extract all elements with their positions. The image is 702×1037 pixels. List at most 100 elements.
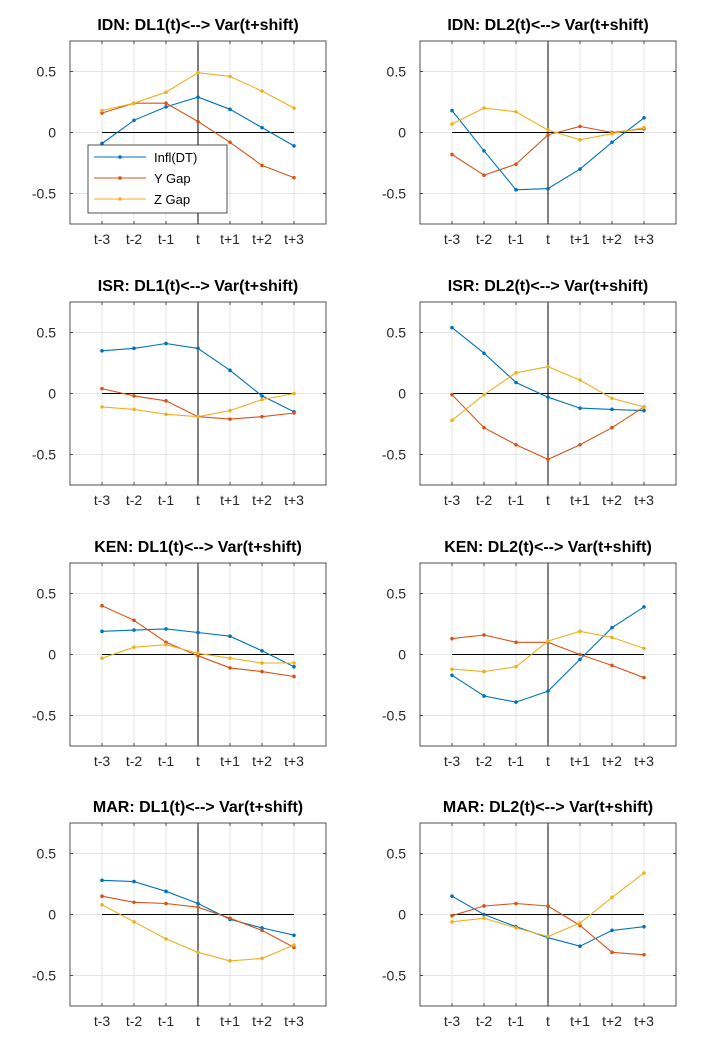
data-point-red: [228, 140, 232, 145]
data-point-yellow: [164, 937, 168, 941]
x-tick-label: t+1: [220, 231, 240, 247]
data-point-yellow: [228, 74, 232, 79]
legend-label: Infl(DT): [154, 150, 197, 165]
data-point-blue: [100, 878, 104, 883]
y-tick-label: 0.5: [37, 64, 57, 80]
y-tick-label: -0.5: [32, 708, 56, 724]
x-tick-label: t-3: [94, 753, 111, 769]
x-tick-label: t-1: [158, 231, 175, 247]
x-tick-label: t-3: [444, 492, 461, 508]
x-tick-label: t-1: [508, 492, 525, 508]
x-tick-label: t-1: [508, 1013, 525, 1029]
data-point-yellow: [260, 89, 264, 93]
data-point-yellow: [578, 378, 582, 382]
data-point-yellow: [100, 902, 104, 907]
data-point-red: [546, 904, 550, 908]
x-tick-label: t-2: [476, 492, 493, 508]
x-tick-label: t+3: [284, 1013, 304, 1029]
x-tick-label: t: [196, 231, 200, 247]
y-tick-label: -0.5: [32, 186, 56, 202]
chart-panel-5: t-3 t-2 t-1 t t+1 t+2 t+3 0.5 0 -0.5 KEN: DL1(t)<-…: [32, 539, 327, 769]
x-tick-label: t+2: [602, 231, 622, 247]
data-point-blue: [260, 649, 264, 653]
chart-panel-8: t-3 t-2 t-1 t t+1 t+2 t+3 0.5 0 -0.5 MAR: DL2(t)<-…: [382, 799, 677, 1029]
y-tick-label: 0: [48, 386, 56, 402]
data-point-blue: [578, 657, 582, 662]
data-point-yellow: [100, 405, 104, 409]
data-point-red: [482, 173, 486, 177]
data-point-red: [610, 425, 614, 430]
data-point-yellow: [514, 109, 518, 114]
data-point-blue: [228, 107, 232, 112]
data-point-blue: [292, 664, 296, 669]
data-point-yellow: [164, 90, 168, 95]
data-point-red: [482, 633, 486, 637]
data-point-blue: [164, 627, 168, 631]
y-tick-label: -0.5: [382, 447, 406, 463]
x-tick-label: t-2: [476, 753, 493, 769]
x-tick-label: t-3: [94, 231, 111, 247]
x-tick-label: t-3: [94, 492, 111, 508]
data-point-yellow: [260, 661, 264, 665]
y-tick-label: 0: [398, 647, 406, 663]
x-tick-label: t-1: [508, 753, 525, 769]
y-tick-label: 0: [398, 907, 406, 923]
data-point-yellow: [164, 412, 168, 417]
x-tick-label: t: [196, 492, 200, 508]
data-point-red: [132, 394, 136, 398]
x-tick-label: t+3: [634, 231, 654, 247]
chart-title: IDN: DL2(t)<--> Var(t+shift): [447, 17, 648, 34]
chart-panel-1: t-3 t-2 t-1 t t+1 t+2 t+3 0.5 0 -0.5 IDN: DL1(t)<-…: [32, 17, 327, 247]
data-point-yellow: [260, 397, 264, 402]
data-point-red: [100, 386, 104, 391]
data-point-blue: [578, 944, 582, 949]
y-tick-label: 0: [398, 386, 406, 402]
x-tick-label: t-3: [444, 753, 461, 769]
data-point-yellow: [196, 414, 200, 419]
data-point-blue: [164, 105, 168, 109]
data-point-yellow: [196, 950, 200, 955]
data-point-yellow: [482, 106, 486, 110]
data-point-red: [450, 913, 454, 918]
data-point-blue: [164, 341, 168, 346]
data-point-red: [482, 904, 486, 908]
data-point-red: [578, 442, 582, 447]
chart-panel-4: t-3 t-2 t-1 t t+1 t+2 t+3 0.5 0 -0.5 ISR: DL2(t)<-…: [382, 278, 677, 508]
data-point-blue: [610, 928, 614, 933]
x-tick-label: t+2: [252, 231, 272, 247]
data-point-yellow: [610, 396, 614, 401]
data-point-blue: [450, 325, 454, 330]
x-tick-label: t+1: [570, 492, 590, 508]
data-point-red: [514, 640, 518, 645]
data-point-yellow: [546, 128, 550, 132]
y-tick-label: -0.5: [32, 968, 56, 984]
legend-marker: [118, 176, 122, 180]
data-point-blue: [450, 894, 454, 898]
data-point-yellow: [228, 408, 232, 413]
data-point-blue: [514, 188, 518, 192]
x-tick-label: t-1: [508, 231, 525, 247]
data-point-yellow: [546, 639, 550, 643]
x-tick-label: t-3: [444, 231, 461, 247]
y-tick-label: -0.5: [382, 708, 406, 724]
data-point-red: [260, 928, 264, 933]
x-tick-label: t-2: [126, 231, 143, 247]
chart-title: MAR: DL2(t)<--> Var(t+shift): [443, 799, 653, 816]
data-point-blue: [196, 630, 200, 635]
data-point-yellow: [132, 645, 136, 649]
y-tick-label: 0.5: [37, 846, 57, 862]
x-tick-label: t+3: [284, 753, 304, 769]
data-point-yellow: [546, 364, 550, 369]
data-point-blue: [610, 407, 614, 412]
y-tick-label: 0: [48, 125, 56, 141]
data-point-yellow: [100, 656, 104, 660]
x-tick-label: t+1: [570, 753, 590, 769]
x-tick-label: t: [546, 1013, 550, 1029]
data-point-blue: [196, 901, 200, 906]
x-tick-label: t: [196, 1013, 200, 1029]
legend-marker: [118, 197, 122, 201]
data-point-red: [132, 900, 136, 905]
data-point-red: [196, 119, 200, 124]
